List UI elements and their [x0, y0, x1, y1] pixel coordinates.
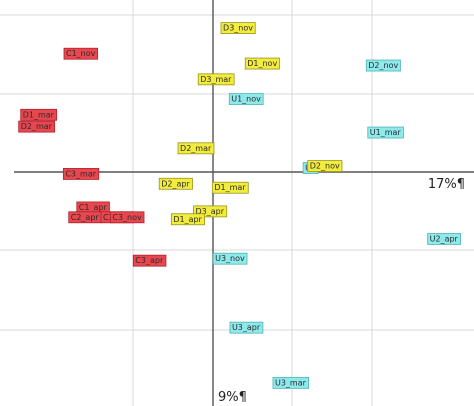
point-label-box — [63, 47, 99, 60]
point-c3-apr: C3_apr — [132, 254, 167, 267]
point-labels: D3_nov C1_nov D1_nov D2_nov D3_mar U1_nov D1_m… — [18, 22, 461, 389]
point-label-box — [244, 57, 280, 70]
point-label-box — [109, 211, 145, 224]
point-d2-nov: D2_nov — [307, 160, 343, 172]
point-label-text: D2_mar — [21, 122, 53, 131]
point-label-text: D2_apr — [161, 179, 190, 188]
point-label-box — [228, 93, 264, 105]
point-u3-apr: U3_apr — [229, 321, 264, 334]
point-d2-mar: D2_mar — [177, 142, 215, 155]
point-d2-nov: D2_nov — [365, 59, 401, 72]
y-axis-percent-label: 9%¶ — [218, 390, 247, 405]
point-label-box — [212, 252, 248, 265]
point-d2-apr: D2_apr — [158, 177, 193, 190]
x-axis-percent-label: 17%¶ — [428, 177, 465, 192]
point-label-box — [20, 108, 58, 121]
point-label-text: U1_nov — [231, 95, 261, 104]
point-label-box — [18, 120, 56, 133]
point-c2-apr: C2_apr — [68, 211, 102, 224]
point-d1-apr: D1_apr — [170, 213, 205, 226]
point-c3-nov: C3_nov — [109, 211, 145, 224]
point-label-text: U2_apr — [430, 234, 459, 243]
point-label-text: U3_nov — [215, 254, 245, 263]
point-label-box — [307, 160, 343, 172]
point-d2-mar: D2_mar — [18, 120, 56, 133]
point-label-box — [367, 126, 404, 139]
point-label-text: C3_mar — [65, 169, 96, 178]
point-d1-nov: D1_nov — [244, 57, 280, 70]
point-label-box — [365, 59, 401, 72]
point-label-box — [158, 177, 193, 190]
point-d3-mar: D3_mar — [197, 73, 235, 86]
point-label-text: D3_mar — [200, 75, 232, 84]
point-c3-mar: C3_mar — [62, 168, 100, 180]
point-label-box — [62, 168, 100, 180]
point-d3-nov: D3_nov — [220, 22, 256, 34]
point-u1-nov: U1_nov — [228, 93, 264, 105]
point-c1-apr: C1_apr — [76, 201, 110, 214]
point-label-box — [170, 213, 205, 226]
point-label-text: C3_nov — [112, 213, 142, 222]
point-u3-nov: U3_nov — [212, 252, 248, 265]
point-d3-apr: D3_apr — [193, 205, 228, 218]
point-u2-apr: U2_apr — [427, 233, 461, 245]
point-label-text: U3_mar — [275, 378, 307, 387]
point-label-box — [132, 254, 167, 267]
point-label-text: D1_nov — [247, 59, 277, 68]
point-label-box — [220, 22, 256, 34]
point-label-text: D3_apr — [196, 207, 225, 216]
point-label-text: D1_mar — [214, 183, 246, 192]
point-label-text: C3_apr — [135, 256, 164, 265]
point-u1-mar: U1_mar — [367, 126, 404, 139]
point-label-text: D1_apr — [173, 215, 202, 224]
point-d1-mar: D1_mar — [211, 181, 249, 194]
point-u3-mar: U3_mar — [272, 376, 310, 389]
point-label-text: D2_nov — [310, 162, 340, 171]
point-label-box — [427, 233, 461, 245]
point-label-text: D2_mar — [180, 144, 212, 153]
point-label-text: C2_apr — [71, 213, 100, 222]
point-label-text: D3_nov — [223, 24, 253, 33]
point-label-box — [177, 142, 215, 155]
point-label-text: C1_apr — [79, 203, 108, 212]
point-label-text: U3_apr — [232, 323, 261, 332]
point-c1-nov: C1_nov — [63, 47, 99, 60]
point-label-box — [193, 205, 228, 218]
point-label-box — [272, 376, 310, 389]
point-label-text: C1_nov — [66, 49, 96, 58]
point-label-box — [197, 73, 235, 86]
point-label-box — [229, 321, 264, 334]
point-label-box — [211, 181, 249, 194]
point-label-text: D1_mar — [23, 110, 55, 119]
point-d1-mar: D1_mar — [20, 108, 58, 121]
point-label-text: D2_nov — [368, 61, 398, 70]
point-label-text: U1_mar — [370, 128, 402, 137]
